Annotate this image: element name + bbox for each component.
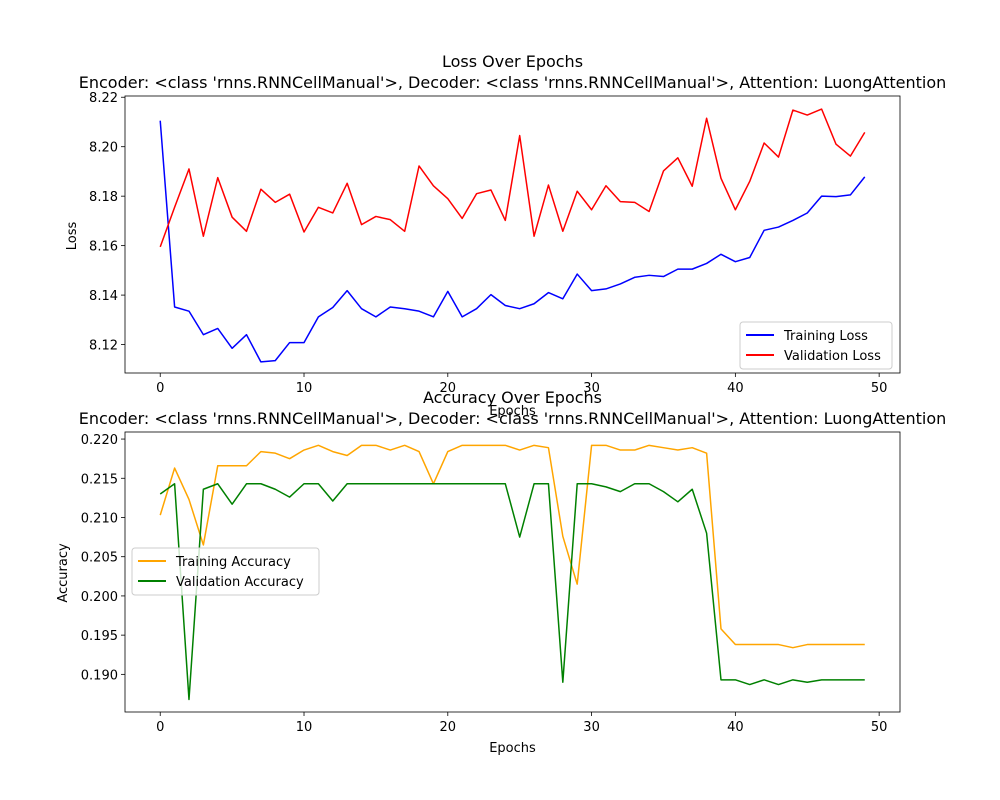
loss-y-tick-label: 8.12 <box>89 339 118 354</box>
loss-y-tick-label: 8.18 <box>89 190 118 205</box>
accuracy-y-tick-label: 0.210 <box>81 511 118 526</box>
loss-legend: Training Loss Validation Loss <box>739 321 893 370</box>
loss-chart-title: Loss Over Epochs <box>442 52 583 71</box>
accuracy-y-tick-label: 0.195 <box>81 629 118 644</box>
loss-x-tick-label: 50 <box>871 381 888 396</box>
loss-chart: Loss Over Epochs Encoder: <class 'rnns.R… <box>65 52 946 419</box>
loss-x-tick-label: 40 <box>727 381 744 396</box>
series-line-training-loss <box>159 120 866 363</box>
legend-label-training-accuracy: Training Accuracy <box>175 555 291 570</box>
loss-chart-subtitle: Encoder: <class 'rnns.RNNCellManual'>, D… <box>79 73 947 92</box>
loss-plot-area: 0 10 20 30 40 50 8.12 8.14 8.16 8.18 8.20 8.22 <box>89 91 901 396</box>
accuracy-chart-title: Accuracy Over Epochs <box>423 388 602 407</box>
loss-y-tick-label: 8.16 <box>89 240 118 255</box>
loss-legend-box <box>739 321 893 370</box>
series-line-validation-loss <box>159 108 866 248</box>
series-line-validation-accuracy <box>159 483 865 701</box>
loss-x-tick-label: 0 <box>156 381 164 396</box>
accuracy-plot-area: 0 10 20 30 40 50 0.190 0.195 0.200 0.205 0.210 0.21… <box>81 431 901 735</box>
accuracy-x-tick-label: 10 <box>296 720 313 735</box>
accuracy-y-axis-label: Accuracy <box>56 543 71 603</box>
loss-x-axis-label: Epochs <box>489 404 536 419</box>
loss-x-tick-label: 10 <box>296 381 313 396</box>
loss-y-tick-label: 8.14 <box>89 289 118 304</box>
accuracy-y-tick-label: 0.215 <box>81 472 118 487</box>
loss-axes-frame <box>124 95 901 374</box>
loss-y-tick-label: 8.22 <box>89 91 118 106</box>
accuracy-x-tick-label: 40 <box>727 720 744 735</box>
accuracy-x-axis-label: Epochs <box>489 741 536 756</box>
accuracy-y-tick-label: 0.205 <box>81 551 118 566</box>
accuracy-x-tick-label: 20 <box>440 720 457 735</box>
accuracy-y-tick-label: 0.220 <box>81 433 118 448</box>
accuracy-chart: Accuracy Over Epochs Encoder: <class 'rn… <box>56 388 946 756</box>
accuracy-x-tick-label: 0 <box>156 720 164 735</box>
accuracy-chart-subtitle: Encoder: <class 'rnns.RNNCellManual'>, D… <box>79 409 947 428</box>
accuracy-y-tick-label: 0.190 <box>81 668 118 683</box>
accuracy-x-tick-label: 30 <box>583 720 600 735</box>
accuracy-legend-box <box>131 547 320 596</box>
legend-label-validation-loss: Validation Loss <box>784 349 881 364</box>
legend-label-validation-accuracy: Validation Accuracy <box>176 575 304 590</box>
legend-label-training-loss: Training Loss <box>783 329 868 344</box>
accuracy-x-tick-label: 50 <box>871 720 888 735</box>
accuracy-legend: Training Accuracy Validation Accuracy <box>131 547 320 596</box>
series-line-training-accuracy <box>159 444 865 649</box>
loss-x-tick-label: 30 <box>583 381 600 396</box>
loss-y-tick-label: 8.20 <box>89 141 118 156</box>
loss-x-tick-label: 20 <box>440 381 457 396</box>
accuracy-axes-frame <box>124 431 901 713</box>
accuracy-y-tick-label: 0.200 <box>81 590 118 605</box>
loss-y-axis-label: Loss <box>65 222 80 251</box>
